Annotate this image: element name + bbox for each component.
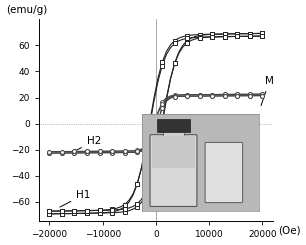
Text: (emu/g): (emu/g) <box>6 5 47 15</box>
Text: H2: H2 <box>73 136 101 152</box>
Text: S: S <box>229 194 252 209</box>
Text: H1: H1 <box>60 190 90 207</box>
Text: M: M <box>261 76 274 106</box>
Text: (Oe): (Oe) <box>278 225 300 235</box>
